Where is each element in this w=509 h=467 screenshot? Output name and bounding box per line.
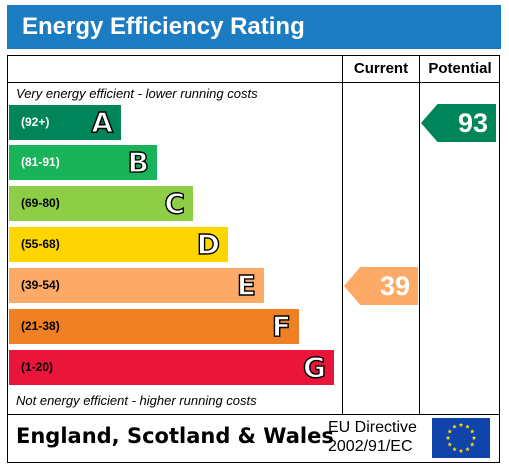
band-e: (39-54) E [9, 268, 264, 303]
column-divider-potential [419, 55, 420, 415]
band-range: (1-20) [21, 360, 54, 374]
band-d: (55-68) D [9, 227, 228, 262]
current-rating-value: 39 [379, 271, 410, 301]
band-c: (69-80) C [9, 186, 193, 221]
band-f: (21-38) F [9, 309, 299, 344]
band-range: (21-38) [21, 319, 60, 333]
band-range: (92+) [21, 115, 50, 129]
footer-divider [7, 414, 500, 415]
eu-star-icon [471, 435, 477, 440]
eu-star-icon [458, 422, 464, 427]
chart-title: Energy Efficiency Rating [22, 13, 305, 40]
band-letter: F [271, 309, 292, 343]
eu-star-icon [469, 429, 475, 434]
eu-directive-line1: EU Directive [328, 419, 417, 436]
band-letter: G [302, 350, 326, 384]
band-a: (92+) A [9, 105, 121, 140]
band-letter: A [91, 105, 114, 139]
eu-star-icon [452, 446, 457, 452]
footer-region: England, Scotland & Wales [16, 424, 334, 448]
band-g: (1-20) G [9, 350, 334, 385]
eu-directive: EU Directive 2002/91/EC [328, 418, 417, 456]
band-letter: D [196, 227, 221, 261]
band-letter: C [164, 186, 186, 220]
band-range: (55-68) [21, 237, 60, 251]
band-range: (39-54) [21, 278, 60, 292]
band-letter: B [127, 145, 150, 179]
eu-star-icon [469, 442, 475, 447]
header-divider [7, 82, 500, 83]
current-column-header: Current [353, 60, 409, 77]
potential-rating-value: 93 [457, 108, 488, 138]
rating-frame [7, 55, 500, 463]
eu-directive-line2: 2002/91/EC [328, 438, 413, 455]
potential-column-header: Potential [428, 60, 492, 77]
eu-star-icon [458, 448, 464, 453]
band-range: (69-80) [21, 196, 60, 210]
eu-star-icon [452, 424, 457, 429]
eu-star-icon [445, 435, 451, 440]
eu-star-icon [447, 429, 453, 434]
band-range: (81-91) [21, 155, 60, 169]
eu-star-icon [465, 446, 470, 452]
bottom-note: Not energy efficient - higher running co… [16, 393, 257, 408]
title-bar: Energy Efficiency Rating [7, 5, 501, 49]
band-b: (81-91) B [9, 145, 157, 180]
top-note: Very energy efficient - lower running co… [16, 86, 258, 101]
eu-star-icon [447, 442, 453, 447]
column-divider-current [342, 55, 343, 415]
current-rating-arrow: 39 [344, 267, 418, 305]
band-letter: E [236, 268, 257, 302]
eu-star-icon [465, 424, 470, 429]
eu-flag-icon [432, 418, 490, 458]
potential-rating-arrow: 93 [421, 104, 496, 142]
